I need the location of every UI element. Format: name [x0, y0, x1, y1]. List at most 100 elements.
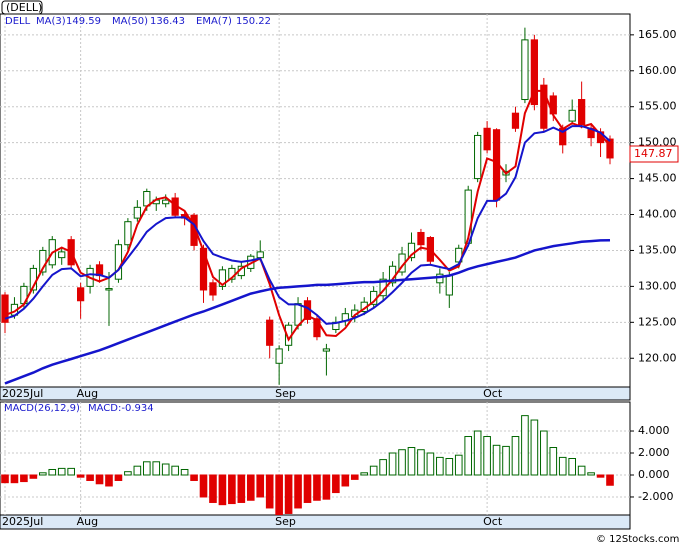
macd-bar	[492, 444, 501, 476]
legend-value: 136.43	[150, 16, 185, 27]
y-tick-label: 0.000	[638, 468, 670, 481]
macd-bar	[313, 474, 321, 501]
macd-bar	[502, 445, 510, 476]
macd-bar	[303, 474, 312, 503]
candle-body	[417, 231, 425, 246]
x-tick-label: Sep	[275, 387, 296, 400]
macd-bar	[350, 474, 359, 480]
macd-bar	[29, 474, 38, 479]
macd-bar	[587, 472, 595, 476]
last-price: 147.87	[634, 147, 673, 160]
y-tick-label: 140.00	[638, 208, 677, 221]
candle-body	[133, 206, 141, 219]
macd-bar	[568, 458, 576, 476]
indicator-line	[4, 125, 611, 325]
macd-bar	[322, 474, 331, 500]
candle-body	[256, 251, 264, 259]
candle-body	[105, 288, 113, 291]
y-tick-label: 4.000	[638, 424, 670, 437]
macd-bar	[199, 474, 208, 498]
macd-bar	[39, 472, 47, 476]
legend-symbol: DELL	[5, 16, 31, 27]
macd-bar	[76, 474, 85, 478]
x-tick-label: Sep	[275, 515, 296, 528]
macd-bar	[180, 468, 189, 476]
macd-bar	[577, 465, 586, 476]
macd-bar	[341, 474, 350, 487]
x-tick-label: Aug	[77, 387, 98, 400]
y-tick-label: 135.00	[638, 243, 677, 256]
candle-body	[39, 249, 47, 273]
macd-bar	[417, 449, 425, 476]
macd-bar	[114, 474, 123, 481]
indicator-line	[4, 238, 611, 385]
macd-bar	[124, 471, 132, 476]
macd-bar	[379, 459, 387, 476]
candle-body	[209, 282, 217, 296]
macd-bar	[218, 474, 227, 506]
candle-body	[322, 348, 331, 352]
candle-body	[445, 275, 453, 296]
y-tick-label: 155.00	[638, 100, 677, 113]
candle-body	[521, 39, 529, 101]
macd-bar	[20, 474, 28, 483]
candle-body	[474, 134, 482, 180]
macd-bar	[464, 436, 473, 476]
legend-value: 150.22	[236, 16, 271, 27]
y-tick-label: 160.00	[638, 64, 677, 77]
candle-body	[294, 303, 302, 326]
macd-bar	[161, 463, 170, 476]
indicator-line	[4, 89, 611, 342]
macd-bar	[86, 474, 94, 481]
candle-body	[199, 247, 208, 291]
macd-bar	[596, 474, 605, 478]
macd-bar	[369, 465, 378, 476]
macd-bar	[246, 474, 255, 501]
x-axis-band	[0, 514, 631, 530]
y-tick-label: 130.00	[638, 279, 677, 292]
macd-bar	[228, 474, 236, 505]
x-axis-band	[0, 386, 631, 401]
x-tick-label: Aug	[77, 515, 98, 528]
candle-body	[511, 112, 520, 129]
macd-bar	[407, 447, 416, 476]
ticker-box	[1, 0, 43, 15]
x-tick-label: 2025Jul	[2, 515, 43, 528]
candle-body	[483, 127, 491, 151]
macd-bar	[530, 419, 539, 476]
macd-bar	[105, 474, 113, 487]
macd-bar	[152, 461, 161, 476]
macd-bar	[511, 436, 520, 476]
macd-bar	[436, 456, 444, 476]
macd-bar	[360, 472, 369, 476]
x-tick-label: Oct	[483, 515, 503, 528]
y-tick-label: 150.00	[638, 136, 677, 149]
macd-bar	[332, 474, 340, 494]
y-tick-label: -2.000	[638, 490, 673, 503]
macd-bar	[133, 465, 142, 476]
candle-body	[313, 318, 321, 338]
candle-body	[275, 348, 283, 364]
macd-bar	[171, 465, 179, 476]
macd-bar	[558, 456, 567, 476]
macd-bar	[483, 436, 491, 476]
y-tick-label: 145.00	[638, 172, 677, 185]
candle-body	[568, 109, 576, 122]
macd-bar	[209, 474, 217, 503]
macd-bar	[284, 474, 293, 514]
candle-body	[1, 294, 9, 323]
y-tick-label: 120.00	[638, 351, 677, 364]
legend-label: MA(3)	[36, 16, 66, 27]
x-tick-label: Oct	[483, 387, 503, 400]
macd-legend-value: MACD:-0.934	[88, 403, 154, 414]
macd-bar	[445, 458, 454, 476]
candle-body	[218, 269, 227, 287]
macd-bar	[48, 468, 57, 476]
macd-bar	[549, 447, 558, 476]
candle-body	[530, 39, 538, 106]
legend-label: EMA(7)	[196, 16, 232, 27]
macd-bar	[67, 467, 75, 476]
macd-bar	[265, 474, 274, 509]
legend-value: 149.59	[66, 16, 101, 27]
macd-bar	[275, 474, 283, 516]
